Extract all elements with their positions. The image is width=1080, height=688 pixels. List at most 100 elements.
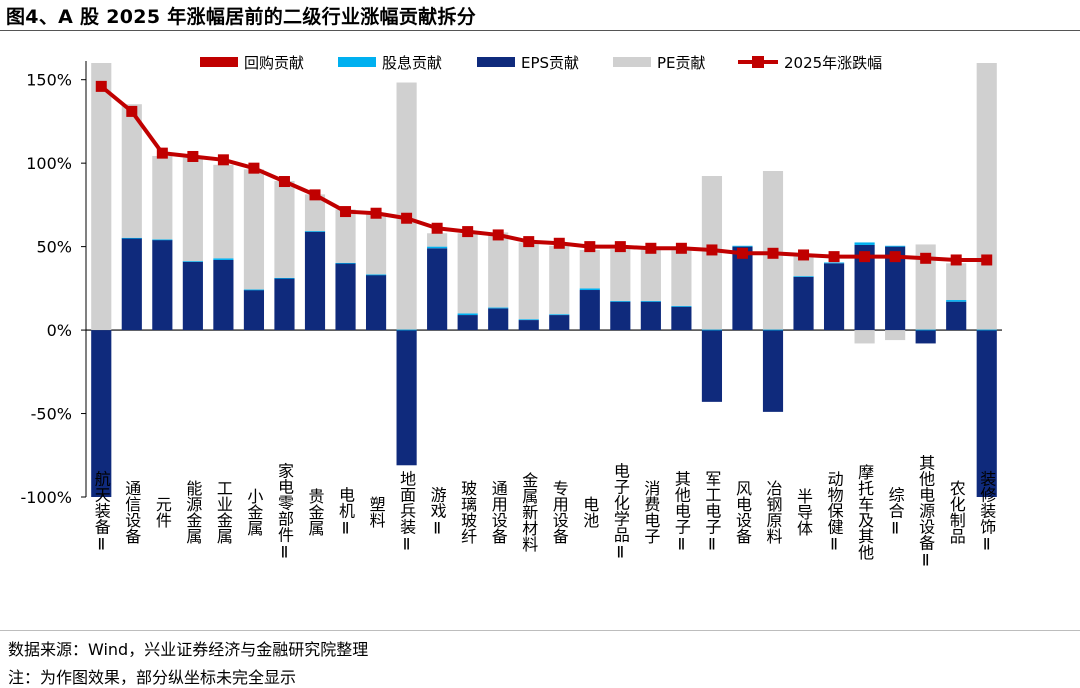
bar-segment	[732, 245, 753, 247]
title-divider	[0, 30, 1080, 31]
bar-segment	[213, 258, 234, 260]
legend: 回购贡献 股息贡献 EPS贡献 PE贡献 2025年涨跌幅	[200, 54, 882, 72]
change-marker	[95, 80, 107, 92]
bar-segment	[243, 289, 265, 291]
category-label: 航天装备Ⅱ	[92, 471, 111, 554]
change-marker	[492, 229, 504, 241]
bar-segment	[427, 233, 448, 247]
bar-segment	[274, 278, 295, 331]
change-marker	[553, 237, 565, 249]
bar-segment	[274, 277, 295, 279]
bar-segment	[579, 249, 600, 289]
bar-segment	[854, 242, 875, 245]
change-marker	[920, 252, 932, 264]
change-marker	[370, 207, 382, 219]
y-tick-label: 50%	[36, 238, 72, 257]
legend-swatch	[477, 57, 515, 67]
legend-swatch	[200, 57, 238, 67]
bar-segment	[396, 329, 417, 331]
legend-swatch	[338, 57, 376, 67]
bar-segment	[701, 329, 723, 331]
bar-segment	[335, 263, 356, 331]
bar-segment	[671, 306, 692, 331]
legend-label: 回购贡献	[244, 54, 304, 72]
change-marker	[981, 254, 993, 266]
change-marker	[828, 251, 840, 263]
x-category-labels: 航天装备Ⅱ 通信设备 元件 能源金属 工业金属 小金属 家电零部件Ⅱ 贵金属 电机Ⅱ 塑料 地面兵装…	[92, 455, 996, 570]
bar-segment	[121, 238, 142, 331]
bar-segment	[427, 248, 448, 331]
bar-segment	[335, 262, 356, 264]
category-label: 游戏Ⅱ	[428, 487, 447, 538]
category-label: 专用设备	[550, 480, 569, 544]
y-tick-label: -50%	[31, 405, 72, 424]
bar-segment	[549, 315, 570, 331]
bar-segment	[762, 329, 784, 331]
category-label: 综合Ⅱ	[886, 487, 905, 538]
category-label: 其他电源设备Ⅱ	[916, 455, 935, 570]
y-tick-labels: -100% -50% 0% 50% 100% 150%	[20, 71, 72, 507]
change-marker	[584, 241, 596, 253]
bar-segment	[182, 157, 203, 262]
legend-label: 股息贡献	[382, 54, 442, 72]
bar-segment	[671, 305, 692, 307]
bar-segment	[304, 231, 326, 232]
legend-label: PE贡献	[657, 54, 706, 72]
category-label: 电机Ⅱ	[336, 487, 355, 538]
bar-segment	[274, 181, 295, 278]
bar-segment	[152, 239, 173, 241]
bar-segment	[152, 239, 173, 331]
category-label: 塑料	[367, 496, 386, 528]
bar-segment	[518, 319, 539, 321]
category-label: 电池	[580, 496, 599, 528]
bar-segment	[335, 209, 356, 263]
bar-segment	[701, 330, 723, 402]
bar-segment	[488, 232, 509, 308]
category-label: 风电设备	[733, 480, 752, 544]
category-label: 通信设备	[122, 480, 141, 544]
change-marker	[462, 226, 474, 238]
stacked-bar-line-chart: -100% -50% 0% 50% 100% 150% 航天装备Ⅱ 通信设备 元件 能源金属 工业…	[20, 54, 1002, 570]
category-label: 地面兵装Ⅱ	[397, 471, 416, 554]
bar-segment	[182, 261, 203, 262]
category-label: 通用设备	[489, 480, 508, 544]
bar-segment	[885, 246, 906, 331]
bar-segment	[152, 155, 173, 240]
bar-segment	[427, 246, 448, 249]
bar-segment	[182, 261, 203, 331]
bar-segment	[610, 300, 631, 302]
change-marker	[706, 244, 718, 256]
change-marker	[187, 150, 199, 162]
change-marker	[217, 154, 229, 166]
category-label: 金属新材料	[519, 472, 538, 552]
bar-segment	[365, 212, 387, 275]
y-tick-label: -100%	[20, 488, 72, 507]
bars-layer	[91, 63, 997, 497]
bar-segment	[213, 259, 234, 331]
change-marker	[736, 247, 748, 259]
bar-segment	[579, 288, 600, 291]
bar-segment	[793, 256, 814, 277]
bar-segment	[518, 242, 539, 320]
change-marker	[675, 242, 687, 254]
bar-segment	[915, 329, 936, 331]
bar-segment	[885, 245, 906, 247]
change-marker	[614, 241, 626, 253]
category-label: 军工电子Ⅱ	[702, 471, 721, 554]
category-label: 动物保健Ⅱ	[825, 471, 844, 554]
category-label: 工业金属	[214, 480, 233, 544]
bar-segment	[549, 245, 570, 315]
category-label: 摩托车及其他	[855, 464, 874, 561]
bar-segment	[396, 330, 417, 466]
bar-segment	[885, 330, 906, 341]
category-label: 冶钢原料	[764, 480, 783, 544]
bar-segment	[946, 263, 967, 301]
bar-segment	[579, 290, 600, 331]
category-label: 半导体	[794, 488, 813, 536]
bar-segment	[304, 231, 326, 331]
bar-segment	[854, 330, 875, 344]
bar-segment	[365, 274, 387, 331]
bar-segment	[610, 301, 631, 331]
change-marker	[431, 222, 443, 234]
bar-segment	[732, 246, 753, 331]
